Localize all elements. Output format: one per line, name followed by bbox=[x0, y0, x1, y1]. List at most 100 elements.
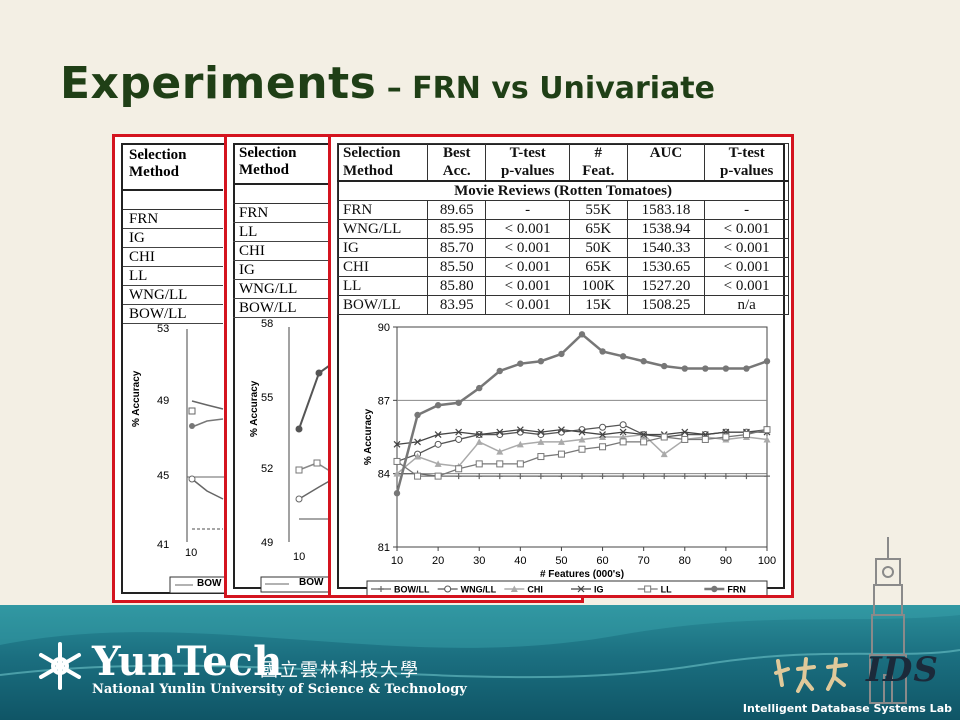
table-cell: < 0.001 bbox=[485, 295, 570, 315]
data-point bbox=[444, 585, 452, 593]
yuntech-logo-text: YunTech bbox=[92, 638, 283, 685]
y-tick-label: 58 bbox=[261, 318, 274, 330]
table-cell: 65K bbox=[568, 219, 628, 239]
data-point bbox=[619, 353, 627, 360]
legend-label: CHI bbox=[527, 585, 543, 595]
table-row: CHI 85.50 < 0.001 65K 1530.65 < 0.001 bbox=[336, 257, 789, 277]
data-point bbox=[722, 473, 729, 480]
column-header: # Feat. bbox=[568, 143, 628, 182]
data-point bbox=[661, 473, 668, 480]
panel-2-plot bbox=[260, 327, 334, 593]
table-cell: < 0.001 bbox=[704, 276, 789, 296]
data-point bbox=[702, 473, 709, 480]
x-tick-label: 40 bbox=[514, 555, 526, 567]
title-sub: – FRN vs Univariate bbox=[376, 71, 715, 106]
data-point bbox=[743, 365, 750, 372]
title-main: Experiments bbox=[60, 58, 377, 109]
table-cell: < 0.001 bbox=[485, 276, 570, 296]
data-point bbox=[661, 362, 668, 370]
data-point bbox=[516, 440, 524, 448]
method-row: CHI bbox=[123, 248, 223, 267]
column-header: AUC bbox=[626, 143, 706, 182]
x-tick-label: 80 bbox=[679, 555, 691, 567]
data-point bbox=[722, 365, 730, 372]
y-tick-label: 87 bbox=[378, 395, 390, 407]
data-point bbox=[558, 473, 565, 480]
data-point bbox=[434, 460, 442, 467]
data-point bbox=[579, 473, 585, 480]
legend-label: BOW/LL bbox=[394, 585, 430, 595]
footer-banner bbox=[0, 605, 960, 720]
data-point bbox=[722, 433, 730, 441]
data-point bbox=[763, 358, 771, 365]
table-cell: < 0.001 bbox=[704, 257, 789, 277]
data-point bbox=[681, 473, 688, 480]
method-row: LL bbox=[233, 223, 333, 242]
data-point bbox=[763, 435, 771, 443]
panel-2-header-1: Selection bbox=[239, 145, 297, 161]
y-axis-label: % Accuracy bbox=[363, 408, 374, 465]
data-point bbox=[681, 428, 689, 436]
method-row: WNG/LL bbox=[233, 280, 333, 299]
method-row: IG bbox=[233, 261, 333, 280]
data-point bbox=[619, 438, 627, 446]
accuracy-chart: 81 84 87 90 10 20 30 40 50 60 70 80 90 100 # Features … bbox=[363, 322, 776, 595]
method-row: LL bbox=[123, 267, 223, 286]
data-point bbox=[476, 473, 483, 480]
y-tick-label: 55 bbox=[261, 392, 274, 404]
data-point bbox=[599, 433, 607, 440]
method-row: FRN bbox=[233, 204, 333, 223]
results-table: Selection Method Best Acc. T-test p-values # Fe… bbox=[336, 143, 789, 315]
table-cell: 85.70 bbox=[427, 238, 487, 258]
y-tick-label: 84 bbox=[378, 469, 390, 481]
y-tick-label: 81 bbox=[378, 542, 390, 554]
data-point bbox=[640, 431, 648, 438]
y-tick-label: 52 bbox=[261, 463, 274, 475]
table-row: BOW/LL 83.95 < 0.001 15K 1508.25 n/a bbox=[336, 295, 789, 315]
data-point bbox=[517, 360, 524, 367]
panel-1-header-1: Selection bbox=[129, 147, 187, 163]
table-row: FRN 89.65-55K 1583.18- bbox=[336, 200, 789, 220]
data-point bbox=[378, 586, 384, 592]
x-tick-label: 100 bbox=[758, 555, 776, 567]
y-tick-label: 49 bbox=[157, 395, 170, 407]
data-point bbox=[537, 453, 545, 461]
data-point bbox=[393, 490, 401, 497]
x-tick-label: 50 bbox=[555, 555, 567, 567]
legend-label: FRN bbox=[727, 585, 746, 595]
x-tick-label: 70 bbox=[638, 555, 650, 567]
method-row: IG bbox=[123, 229, 223, 248]
data-point bbox=[496, 460, 504, 468]
data-point bbox=[496, 473, 503, 480]
panel-2-header-2: Method bbox=[239, 162, 289, 178]
data-point bbox=[393, 440, 401, 448]
data-point bbox=[578, 435, 586, 443]
panel-1-table: Selection Method FRN IG CHI LL WNG/LL BOW/LL bbox=[123, 145, 223, 324]
data-point bbox=[701, 435, 709, 443]
panel-2-legend: BOW bbox=[299, 577, 324, 588]
yuntech-logo-chinese: 國立雲林科技大學 bbox=[260, 660, 420, 681]
data-point bbox=[619, 421, 627, 429]
data-point bbox=[619, 433, 627, 440]
data-point bbox=[510, 585, 518, 592]
x-tick-label: 60 bbox=[596, 555, 608, 567]
table-cell: 1583.18 bbox=[626, 200, 706, 220]
panel-1-header-2: Method bbox=[129, 164, 179, 180]
data-point bbox=[455, 473, 462, 480]
column-header: Best Acc. bbox=[427, 143, 487, 182]
y-tick-label: 90 bbox=[378, 322, 390, 334]
data-point bbox=[393, 457, 401, 465]
y-tick-label: 49 bbox=[261, 537, 274, 549]
ids-logo: IDS bbox=[866, 650, 939, 690]
data-point bbox=[681, 435, 689, 443]
table-cell: < 0.001 bbox=[485, 257, 570, 277]
data-point bbox=[434, 402, 442, 409]
lab-name: Intelligent Database Systems Lab bbox=[742, 702, 952, 715]
method-row: BOW/LL bbox=[123, 305, 223, 324]
data-point bbox=[599, 443, 607, 451]
data-point bbox=[475, 438, 483, 445]
column-header: T-test p-values bbox=[704, 143, 789, 182]
data-point bbox=[640, 473, 647, 480]
data-point bbox=[599, 423, 607, 431]
data-point bbox=[558, 350, 565, 358]
